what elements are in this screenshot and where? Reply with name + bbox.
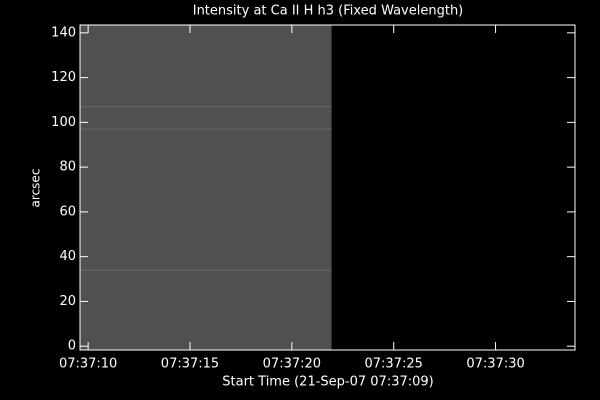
x-tick-label: 07:37:30: [466, 357, 524, 372]
x-tick-label: 07:37:15: [161, 357, 219, 372]
y-tick-label: 20: [59, 294, 76, 309]
chart-title: Intensity at Ca II H h3 (Fixed Wavelengt…: [193, 4, 464, 19]
image: [80, 25, 332, 350]
x-tick-label: 07:37:20: [263, 357, 321, 372]
y-tick-label: 140: [51, 25, 76, 40]
plot-frame: [79, 24, 576, 351]
y-tick-label: 40: [59, 249, 76, 264]
y-tick-label: 120: [51, 70, 76, 85]
y-tick-label: 0: [68, 339, 76, 354]
y-tick-label: 60: [59, 204, 76, 219]
x-axis-label: Start Time (21-Sep-07 07:37:09): [222, 375, 433, 390]
y-tick-label: 80: [59, 160, 76, 175]
y-tick-label: 100: [51, 115, 76, 130]
x-tick-label: 07:37:10: [59, 357, 117, 372]
y-axis-label: arcsec: [29, 169, 43, 208]
x-tick-label: 07:37:25: [365, 357, 423, 372]
